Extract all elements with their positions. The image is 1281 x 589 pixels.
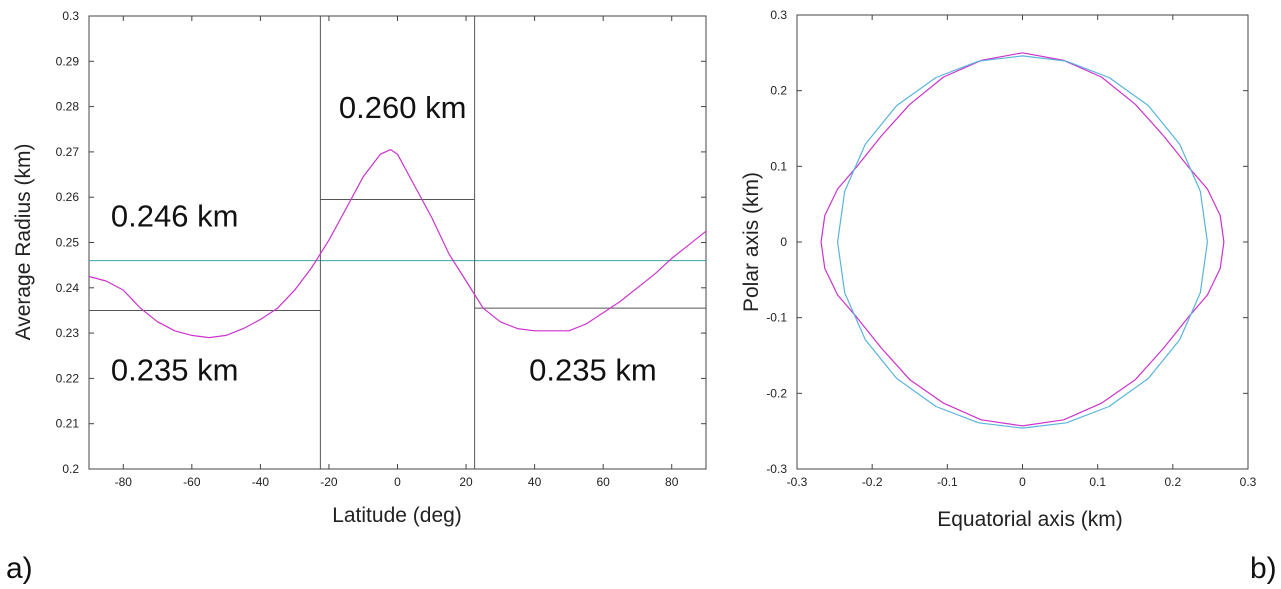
y-tick-label: 0.29 — [56, 54, 80, 68]
annotations-a: 0.260 km 0.246 km 0.235 km 0.235 km — [111, 90, 657, 388]
y-tick-label: 0 — [780, 235, 787, 249]
panel-label-a: a) — [6, 552, 33, 585]
y-tick-label: 0.27 — [56, 145, 80, 159]
x-tick-label: -80 — [115, 475, 133, 489]
x-tick-label: -40 — [252, 475, 270, 489]
y-ticks-b: -0.3 -0.2 -0.1 0 0.1 0.2 0.3 — [766, 8, 1248, 476]
y-tick-label: -0.1 — [766, 311, 787, 325]
x-tick-label: -20 — [320, 475, 338, 489]
y-tick-label: 0.22 — [56, 371, 80, 385]
x-axis-title-b: Equatorial axis (km) — [937, 508, 1123, 531]
x-tick-label: -0.3 — [787, 475, 808, 489]
y-tick-label: 0.2 — [62, 462, 79, 476]
y-tick-label: 0.2 — [770, 84, 787, 98]
y-tick-label: 0.21 — [56, 417, 80, 431]
annotation-label: 0.260 km — [339, 90, 467, 125]
y-tick-label: 0.24 — [56, 281, 80, 295]
x-tick-label: 0 — [394, 475, 401, 489]
x-axis-title-a: Latitude (deg) — [332, 504, 462, 527]
y-tick-label: 0.3 — [62, 9, 79, 23]
y-tick-label: 0.25 — [56, 236, 80, 250]
x-tick-label: -0.1 — [937, 475, 958, 489]
plot-frame-a — [88, 15, 707, 470]
x-tick-label: 80 — [665, 475, 679, 489]
y-tick-label: 0.3 — [770, 8, 787, 22]
annotation-label: 0.246 km — [111, 199, 239, 234]
annotation-label: 0.235 km — [111, 353, 239, 388]
x-tick-label: 0.1 — [1089, 475, 1106, 489]
series-line-1 — [88, 149, 707, 339]
x-ticks-a: -80 -60 -40 -20 0 20 40 60 80 — [115, 16, 679, 489]
plot-frame-b — [796, 14, 1249, 470]
series-line-2 — [836, 55, 1208, 429]
x-tick-label: 40 — [528, 475, 542, 489]
y-tick-label: 0.26 — [56, 190, 80, 204]
x-tick-label: 20 — [459, 475, 473, 489]
x-tick-label: 60 — [596, 475, 610, 489]
y-axis-title-a: Average Radius (km) — [12, 144, 35, 341]
panel-label-b: b) — [1250, 552, 1277, 585]
x-ticks-b: -0.3 -0.2 -0.1 0 0.1 0.2 0.3 — [787, 15, 1257, 489]
series-group-a — [88, 149, 707, 339]
y-tick-label: 0.1 — [770, 159, 787, 173]
chart-panel-b: -0.3 -0.2 -0.1 0 0.1 0.2 0.3 -0.3 -0.2 -0.1 0 0.1 0… — [740, 8, 1277, 585]
y-axis-title-b: Polar axis (km) — [740, 172, 763, 312]
series-line-1 — [820, 52, 1225, 427]
y-tick-label: -0.3 — [766, 462, 787, 476]
x-tick-label: -60 — [183, 475, 201, 489]
y-tick-label: 0.28 — [56, 100, 80, 114]
x-tick-label: 0.3 — [1240, 475, 1257, 489]
x-tick-label: 0.2 — [1164, 475, 1181, 489]
y-ticks-a: 0.2 0.21 0.22 0.23 0.24 0.25 0.26 0.27 0.28 0.29 0… — [56, 9, 706, 476]
annotation-label: 0.235 km — [529, 353, 657, 388]
series-group-b — [820, 52, 1225, 429]
x-tick-label: -0.2 — [862, 475, 883, 489]
y-tick-label: -0.2 — [766, 386, 787, 400]
chart-panel-a: -80 -60 -40 -20 0 20 40 60 80 0.20.210.220.230.2… — [6, 9, 707, 585]
x-tick-label: 0 — [1019, 475, 1026, 489]
y-tick-label: 0.23 — [56, 326, 80, 340]
reference-lines-a — [89, 16, 706, 469]
